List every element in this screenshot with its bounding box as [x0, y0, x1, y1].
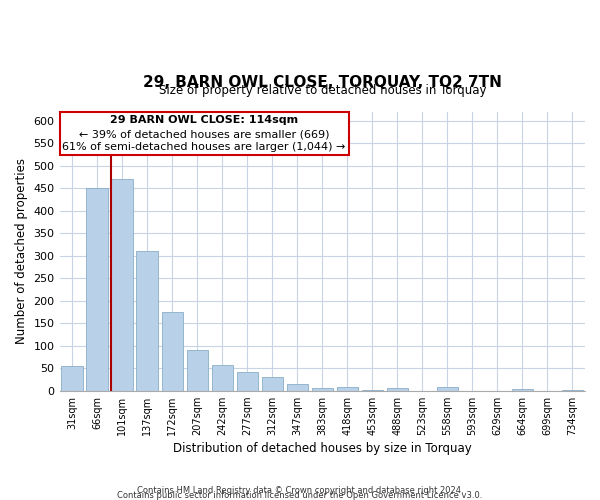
- Text: Contains HM Land Registry data © Crown copyright and database right 2024.: Contains HM Land Registry data © Crown c…: [137, 486, 463, 495]
- Text: 29 BARN OWL CLOSE: 114sqm: 29 BARN OWL CLOSE: 114sqm: [110, 115, 298, 125]
- Bar: [212, 364, 233, 390]
- Bar: [437, 387, 458, 390]
- Bar: [136, 252, 158, 390]
- Text: Size of property relative to detached houses in Torquay: Size of property relative to detached ho…: [158, 84, 486, 96]
- Bar: [311, 388, 333, 390]
- Bar: [337, 387, 358, 390]
- FancyBboxPatch shape: [59, 112, 349, 155]
- Bar: [187, 350, 208, 391]
- Bar: [61, 366, 83, 390]
- Bar: [86, 188, 108, 390]
- Bar: [287, 384, 308, 390]
- Bar: [262, 377, 283, 390]
- Bar: [236, 372, 258, 390]
- Y-axis label: Number of detached properties: Number of detached properties: [15, 158, 28, 344]
- Title: 29, BARN OWL CLOSE, TORQUAY, TQ2 7TN: 29, BARN OWL CLOSE, TORQUAY, TQ2 7TN: [143, 75, 502, 90]
- Bar: [112, 180, 133, 390]
- Text: Contains public sector information licensed under the Open Government Licence v3: Contains public sector information licen…: [118, 491, 482, 500]
- Bar: [387, 388, 408, 390]
- Bar: [161, 312, 183, 390]
- Text: ← 39% of detached houses are smaller (669): ← 39% of detached houses are smaller (66…: [79, 129, 329, 139]
- X-axis label: Distribution of detached houses by size in Torquay: Distribution of detached houses by size …: [173, 442, 472, 455]
- Text: 61% of semi-detached houses are larger (1,044) →: 61% of semi-detached houses are larger (…: [62, 142, 346, 152]
